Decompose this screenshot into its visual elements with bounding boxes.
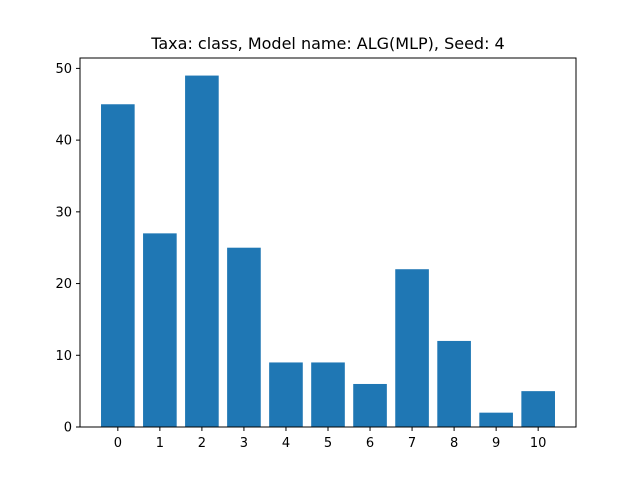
x-axis: 0 1 2 3 4 5 6 7 8 9 10 [114, 427, 547, 451]
y-tick-label: 40 [55, 134, 72, 149]
y-tick-label: 0 [64, 421, 72, 436]
bars-group [101, 75, 555, 427]
x-tick-label: 9 [492, 436, 500, 451]
y-tick-label: 10 [55, 349, 72, 364]
x-tick-label: 6 [366, 436, 374, 451]
x-tick-label: 2 [198, 436, 206, 451]
bar-2 [185, 75, 219, 427]
bar-3 [227, 247, 261, 427]
bar-0 [101, 104, 135, 427]
chart-title: Taxa: class, Model name: ALG(MLP), Seed:… [150, 34, 504, 53]
x-tick-label: 8 [450, 436, 458, 451]
plot-frame [79, 57, 577, 428]
x-tick-label: 0 [114, 436, 122, 451]
x-tick-label: 7 [408, 436, 416, 451]
bar-9 [479, 412, 513, 427]
bar-6 [353, 383, 387, 427]
bar-1 [143, 233, 177, 427]
y-axis: 0 10 20 30 40 50 [55, 62, 80, 436]
bar-4 [269, 362, 303, 427]
x-tick-label: 3 [240, 436, 248, 451]
bar-7 [395, 269, 429, 427]
bar-10 [521, 391, 555, 427]
y-tick-label: 20 [55, 277, 72, 292]
bar-5 [311, 362, 345, 427]
x-tick-label: 1 [156, 436, 164, 451]
y-tick-label: 30 [55, 205, 72, 220]
x-tick-label: 10 [530, 436, 547, 451]
bar-8 [437, 340, 471, 427]
x-tick-label: 4 [282, 436, 290, 451]
y-tick-label: 50 [55, 62, 72, 77]
x-tick-label: 5 [324, 436, 332, 451]
